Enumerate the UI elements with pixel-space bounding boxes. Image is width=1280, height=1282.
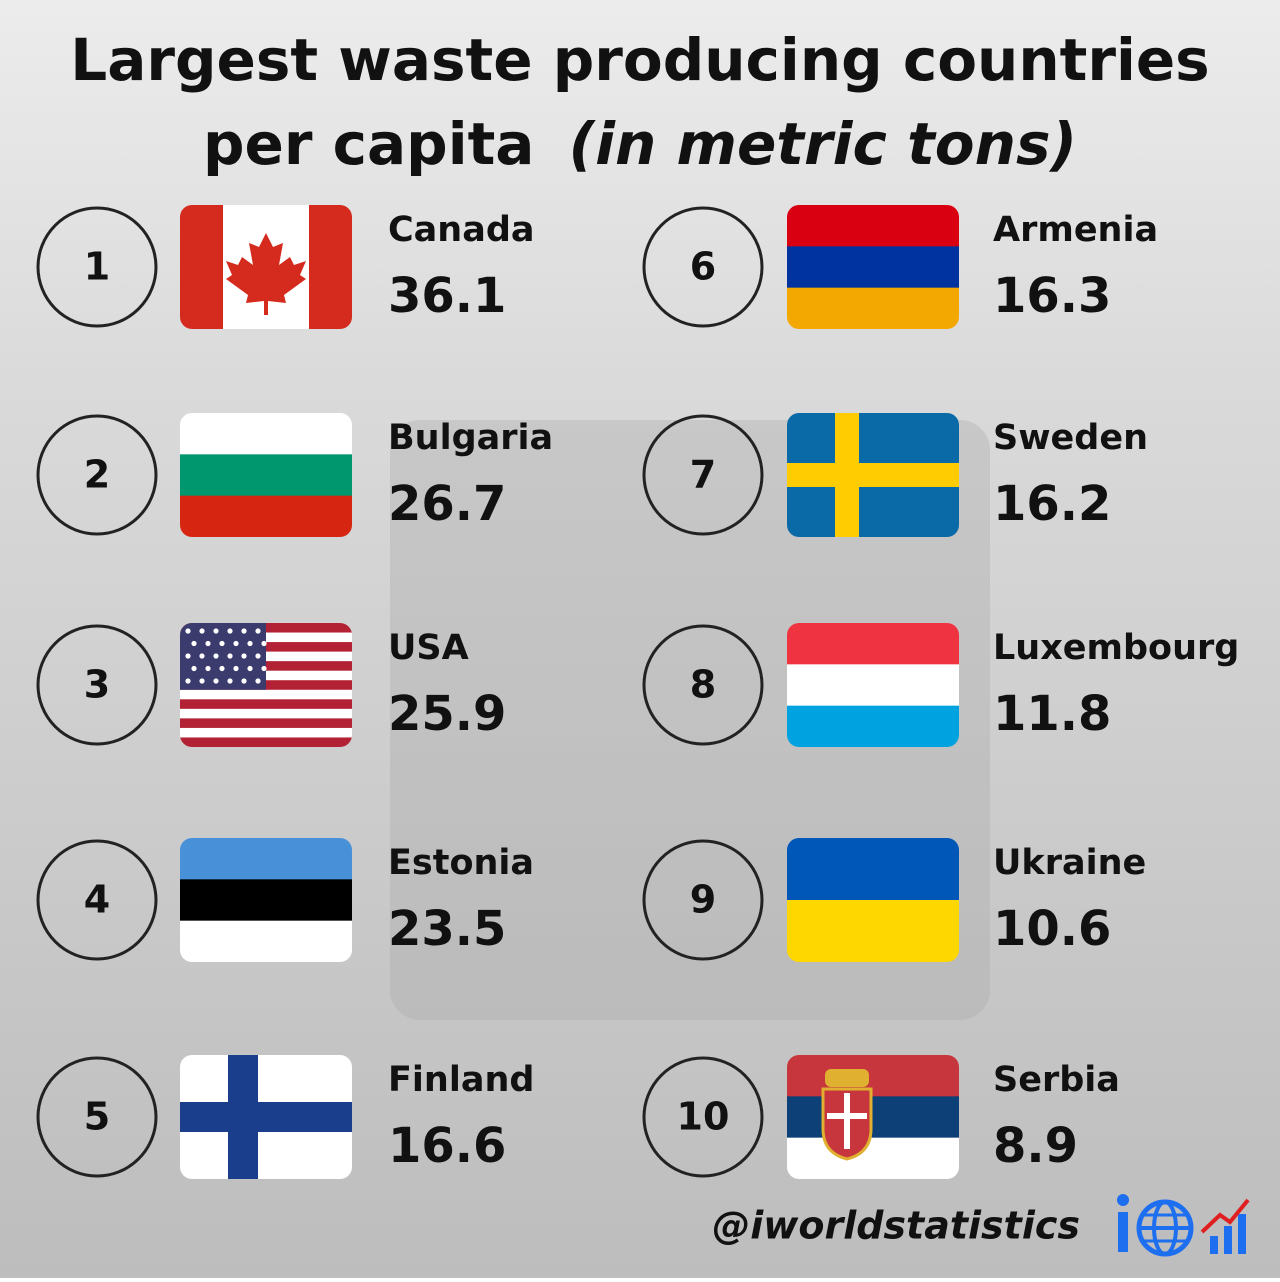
flag (180, 1055, 352, 1179)
title: Largest waste producing countries (70, 26, 1209, 94)
rank-circle (642, 206, 764, 328)
flag (787, 413, 959, 537)
rank: 8 (690, 663, 716, 707)
rank-circle (36, 206, 158, 328)
rank: 1 (84, 245, 110, 289)
rank: 6 (690, 245, 716, 289)
flag (180, 205, 352, 329)
flag-art (787, 838, 959, 962)
flag (787, 838, 959, 962)
list-item: 3 USA 25.9 (36, 623, 506, 747)
rank-circle (642, 839, 764, 961)
country-name: Estonia (388, 843, 534, 883)
list-item: 4 Estonia 23.5 (36, 838, 534, 962)
flag-art (787, 1055, 959, 1179)
value: 23.5 (388, 901, 506, 957)
flag (180, 838, 352, 962)
country-name: Serbia (993, 1060, 1120, 1100)
flag (180, 413, 352, 537)
flag-art (180, 838, 352, 962)
list-item: 6 Armenia 16.3 (642, 205, 1158, 329)
value: 26.7 (388, 476, 506, 532)
country-name: Sweden (993, 418, 1148, 458)
country-name: Finland (388, 1060, 534, 1100)
list-item: 2 Bulgaria 26.7 (36, 413, 553, 537)
rank: 4 (84, 878, 110, 922)
value: 11.8 (993, 686, 1111, 742)
rank-circle (642, 1056, 764, 1178)
flag-art (180, 623, 352, 747)
flag (787, 1055, 959, 1179)
value: 16.6 (388, 1118, 506, 1174)
rank-circle (642, 624, 764, 746)
rank-circle (36, 1056, 158, 1178)
footer-handle: @iworldstatistics (712, 1204, 1080, 1248)
flag-art (180, 413, 352, 537)
list-item: 10 Serbia 8.9 (642, 1055, 1120, 1179)
country-name: Canada (388, 210, 535, 250)
value: 16.2 (993, 476, 1111, 532)
country-name: Ukraine (993, 843, 1146, 883)
country-name: Armenia (993, 210, 1158, 250)
list-item: 8 Luxembourg 11.8 (642, 623, 1239, 747)
value: 25.9 (388, 686, 506, 742)
rank-circle (36, 624, 158, 746)
rank: 2 (84, 453, 110, 497)
flag-art (787, 413, 959, 537)
value: 36.1 (388, 268, 506, 324)
list-item: 7 Sweden 16.2 (642, 413, 1148, 537)
rank-circle (36, 414, 158, 536)
flag (787, 623, 959, 747)
value: 16.3 (993, 268, 1111, 324)
subtitle: (in metric tons) (569, 110, 1077, 178)
value: 10.6 (993, 901, 1111, 957)
flag-art (180, 1055, 352, 1179)
rank: 9 (690, 878, 716, 922)
country-name: Luxembourg (993, 628, 1239, 668)
rank: 10 (677, 1095, 730, 1139)
flag-art (180, 205, 352, 329)
flag (787, 205, 959, 329)
rank: 3 (84, 663, 110, 707)
list-item: 9 Ukraine 10.6 (642, 838, 1146, 962)
value: 8.9 (993, 1118, 1078, 1174)
logo (1117, 1194, 1250, 1257)
flag-art (787, 205, 959, 329)
list-item: 5 Finland 16.6 (36, 1055, 534, 1179)
country-name: USA (388, 628, 469, 668)
rank: 5 (84, 1095, 110, 1139)
rank-circle (36, 839, 158, 961)
flag (180, 623, 352, 747)
list-item: 1 Canada 36.1 (36, 205, 535, 329)
title-line2: per capita (in metric tons) (203, 110, 1077, 178)
rank: 7 (690, 453, 716, 497)
flag-art (787, 623, 959, 747)
country-name: Bulgaria (388, 418, 553, 458)
title-part: per capita (203, 110, 534, 178)
rank-circle (642, 414, 764, 536)
